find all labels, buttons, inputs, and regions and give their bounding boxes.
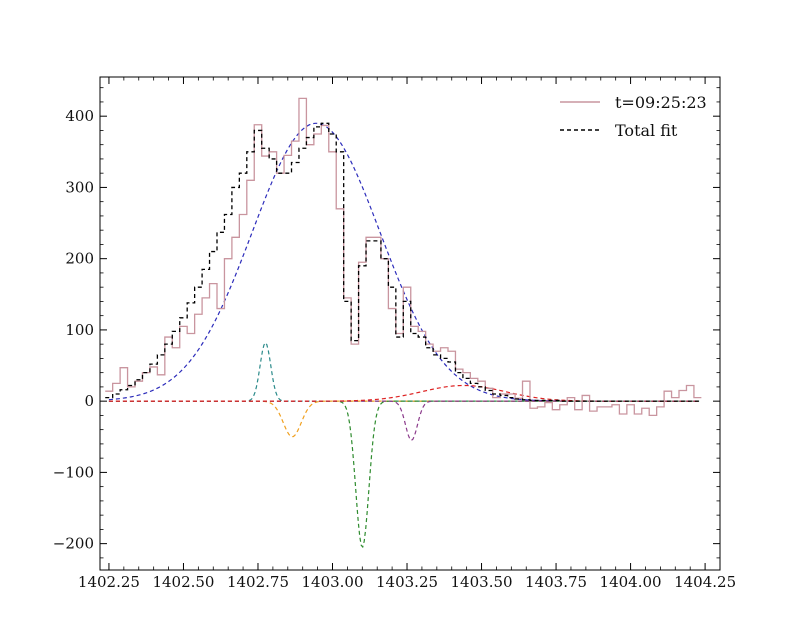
- y-tick-label: 400: [65, 107, 94, 125]
- plot-background: [100, 77, 720, 570]
- legend-label: t=09:25:23: [615, 93, 707, 112]
- x-tick-label: 1404.00: [600, 573, 662, 591]
- y-tick-label: 0: [84, 392, 94, 410]
- fit-component-1: [108, 122, 700, 402]
- x-tick-label: 1402.50: [152, 573, 214, 591]
- y-tick-label: 100: [65, 321, 94, 339]
- data-series: [105, 97, 702, 417]
- legend-label: Total fit: [615, 121, 678, 140]
- axis-ticks: 1402.25 1402.50 1402.75 1403.00 1403.25 1403.…: [53, 77, 736, 591]
- x-tick-label: 1403.00: [301, 573, 363, 591]
- total-fit-line: [105, 122, 702, 402]
- plot-frame: [99, 76, 721, 571]
- x-tick-label: 1403.50: [451, 573, 513, 591]
- x-tick-label: 1403.25: [376, 573, 438, 591]
- x-tick-label: 1403.75: [525, 573, 587, 591]
- y-tick-label: −200: [53, 535, 94, 553]
- y-tick-label: 200: [65, 250, 94, 268]
- x-tick-label: 1404.25: [674, 573, 736, 591]
- y-tick-label: 300: [65, 178, 94, 196]
- x-tick-label: 1402.75: [227, 573, 289, 591]
- x-tick-label: 1402.25: [78, 573, 140, 591]
- legend: t=09:25:23 Total fit: [560, 93, 707, 140]
- y-tick-label: −100: [53, 463, 94, 481]
- fit-component-6: [108, 384, 700, 402]
